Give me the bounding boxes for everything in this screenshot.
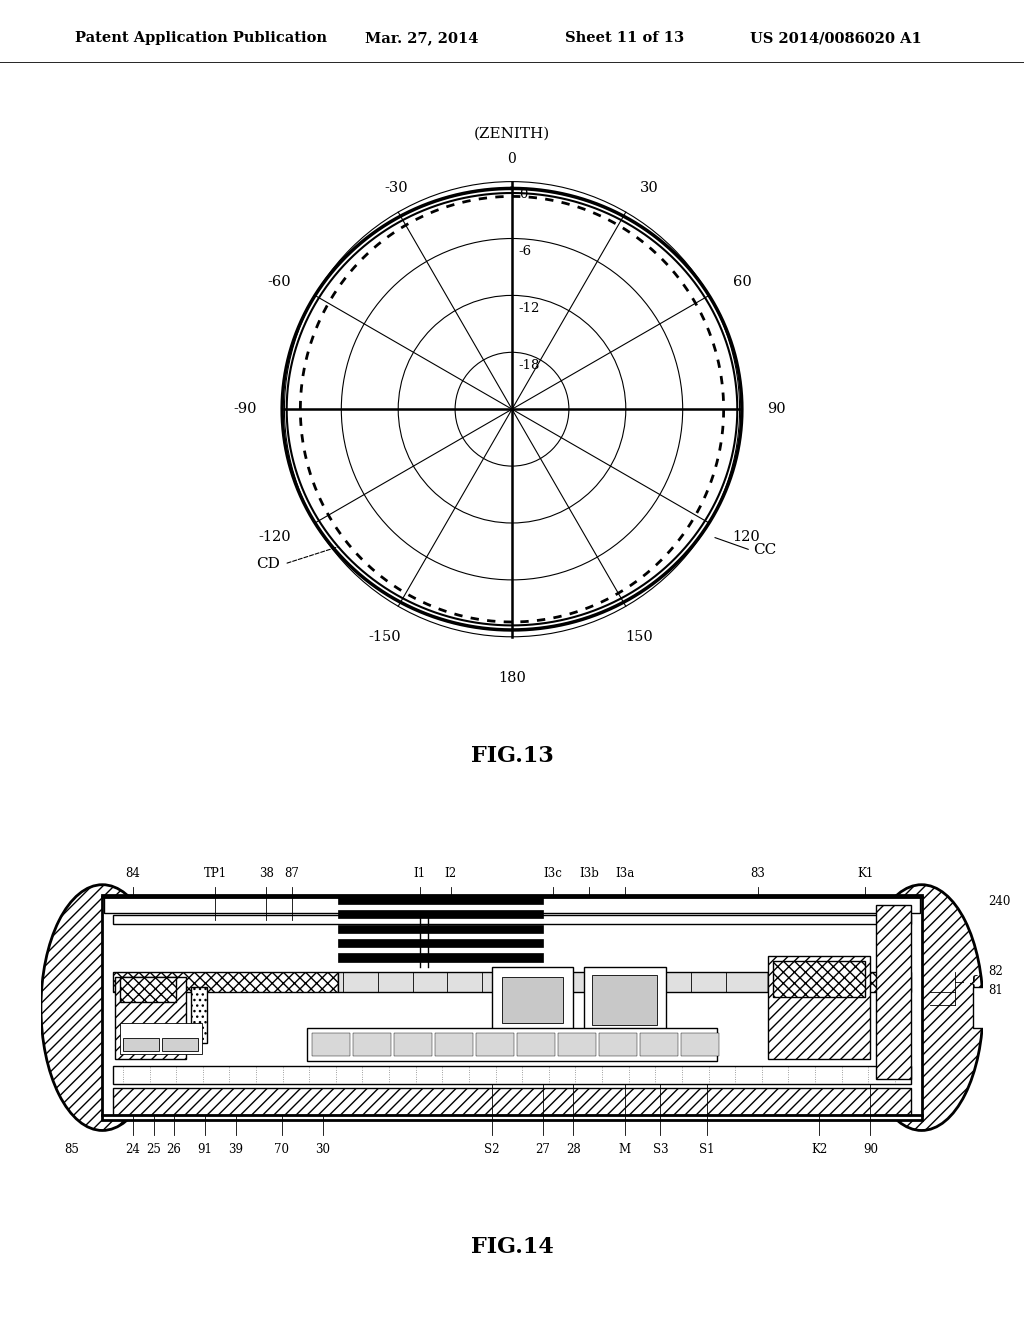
Text: 39: 39 (228, 1143, 243, 1156)
Bar (338, 953, 543, 961)
Bar (394, 1034, 432, 1056)
Ellipse shape (860, 884, 983, 1130)
Bar (113, 972, 338, 993)
Bar (681, 1034, 719, 1056)
Bar (338, 896, 543, 904)
Bar (876, 906, 911, 1080)
Text: M: M (618, 1143, 631, 1156)
Bar (338, 924, 543, 933)
Bar (102, 895, 922, 1121)
Text: -90: -90 (233, 403, 257, 416)
Text: K1: K1 (857, 866, 873, 879)
Text: FIG.14: FIG.14 (471, 1237, 553, 1258)
Bar (435, 1034, 473, 1056)
Text: 83: 83 (751, 866, 765, 879)
Bar (338, 972, 768, 993)
Text: 87: 87 (285, 866, 299, 879)
Text: Mar. 27, 2014: Mar. 27, 2014 (365, 30, 478, 45)
Bar (599, 1034, 637, 1056)
Text: S2: S2 (483, 1143, 500, 1156)
Text: 85: 85 (65, 1143, 79, 1156)
Text: 90: 90 (767, 403, 785, 416)
Text: 26: 26 (167, 1143, 181, 1156)
Text: 30: 30 (315, 1143, 330, 1156)
Text: Sheet 11 of 13: Sheet 11 of 13 (565, 30, 684, 45)
Text: I3a: I3a (615, 866, 634, 879)
Text: I2: I2 (444, 866, 457, 879)
Text: }: } (964, 973, 976, 991)
Text: -6: -6 (519, 246, 531, 259)
Text: 82: 82 (988, 965, 1002, 978)
Text: I3b: I3b (579, 866, 599, 879)
Text: FIG.13: FIG.13 (471, 746, 553, 767)
Bar (773, 961, 865, 998)
Text: Patent Application Publication: Patent Application Publication (75, 30, 327, 45)
Bar (768, 972, 911, 993)
Text: S3: S3 (652, 1143, 669, 1156)
Bar (338, 911, 543, 919)
Bar (307, 1028, 717, 1061)
Text: 27: 27 (536, 1143, 550, 1156)
Text: -18: -18 (519, 359, 541, 372)
Text: -60: -60 (267, 275, 291, 289)
Text: 24: 24 (126, 1143, 140, 1156)
Text: 0: 0 (519, 189, 527, 202)
Bar (123, 1039, 159, 1051)
Bar (558, 1034, 596, 1056)
Text: CD: CD (256, 557, 280, 572)
Text: 91: 91 (198, 1143, 212, 1156)
Bar (120, 977, 176, 1002)
Text: TP2: TP2 (133, 1006, 157, 1019)
Text: 90: 90 (863, 1143, 878, 1156)
Text: I1: I1 (414, 866, 426, 879)
Bar (592, 974, 657, 1026)
Bar (502, 977, 563, 1023)
Text: K2: K2 (811, 1143, 827, 1156)
Text: I3c: I3c (544, 866, 562, 879)
Text: 25: 25 (146, 1143, 161, 1156)
Text: TP1: TP1 (204, 866, 226, 879)
Bar (640, 1034, 678, 1056)
Text: 84: 84 (126, 866, 140, 879)
Bar (353, 1034, 391, 1056)
Bar (113, 1067, 911, 1084)
Text: 44: 44 (133, 1022, 148, 1035)
Bar (104, 898, 920, 913)
Bar (115, 977, 186, 1059)
Bar (113, 916, 911, 924)
Bar (162, 1039, 198, 1051)
Text: 60: 60 (733, 275, 752, 289)
Bar (973, 987, 1009, 1028)
Ellipse shape (41, 884, 164, 1130)
Text: (ZENITH): (ZENITH) (474, 127, 550, 141)
Text: 38: 38 (259, 866, 273, 879)
Text: 180: 180 (498, 671, 526, 685)
Text: -120: -120 (259, 529, 291, 544)
Text: CC: CC (754, 544, 776, 557)
Text: -30: -30 (385, 181, 409, 195)
Bar (191, 987, 207, 1043)
Text: -12: -12 (519, 302, 541, 315)
Text: -150: -150 (369, 630, 400, 644)
Text: 30: 30 (639, 181, 658, 195)
Text: 240: 240 (988, 895, 1011, 908)
Text: 150: 150 (626, 630, 653, 644)
Bar (338, 939, 543, 948)
Text: 28: 28 (566, 1143, 581, 1156)
Bar (492, 966, 573, 1034)
Text: 70: 70 (274, 1143, 289, 1156)
Bar (312, 1034, 350, 1056)
Bar (768, 957, 870, 1059)
Text: 120: 120 (733, 529, 761, 544)
Bar (120, 1023, 202, 1053)
Text: 81: 81 (988, 983, 1002, 997)
Text: S1: S1 (698, 1143, 715, 1156)
Bar (584, 966, 666, 1034)
Text: 0: 0 (508, 152, 516, 166)
Bar (517, 1034, 555, 1056)
Text: US 2014/0086020 A1: US 2014/0086020 A1 (750, 30, 922, 45)
Bar (113, 1089, 911, 1115)
Bar (476, 1034, 514, 1056)
